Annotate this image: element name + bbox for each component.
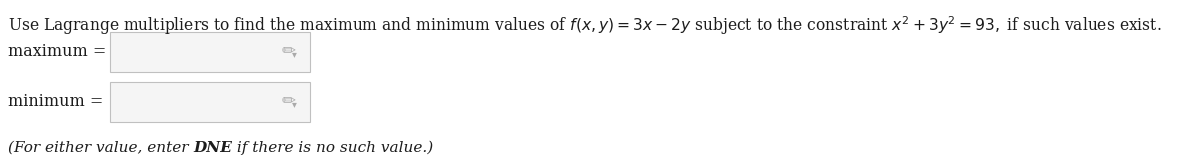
Text: ✏: ✏	[281, 91, 295, 109]
Text: minimum =: minimum =	[8, 94, 103, 111]
Text: DNE: DNE	[193, 141, 233, 155]
Bar	[110, 82, 310, 122]
Text: maximum =: maximum =	[8, 43, 107, 60]
Text: Use Lagrange multipliers to find the maximum and minimum values of $f(x, y) = 3x: Use Lagrange multipliers to find the max…	[8, 14, 1162, 37]
Text: ▾: ▾	[292, 99, 296, 109]
Text: if there is no such value.): if there is no such value.)	[233, 141, 433, 155]
Text: ▾: ▾	[292, 49, 296, 59]
Text: (For either value, enter: (For either value, enter	[8, 141, 193, 155]
Text: ✏: ✏	[281, 41, 295, 59]
Bar	[110, 32, 310, 72]
